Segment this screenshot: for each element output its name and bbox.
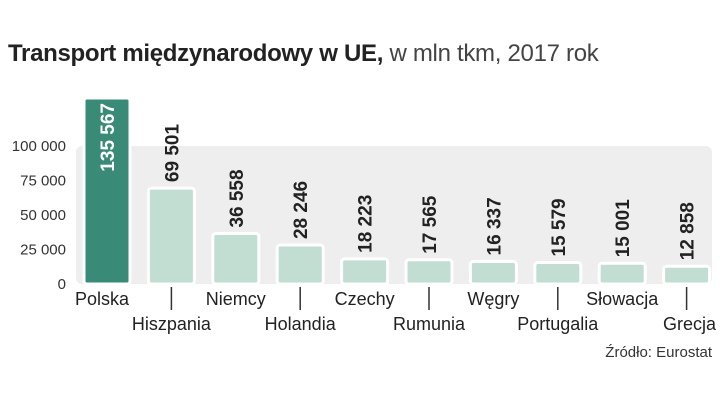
value-label: 28 246: [291, 181, 312, 239]
source-note: Źródło: Eurostat: [605, 344, 712, 361]
bar-grecja: [662, 264, 712, 286]
bar-niemcy: [211, 232, 261, 286]
value-label: 36 558: [227, 169, 248, 227]
value-label: 15 579: [549, 198, 570, 256]
y-tick-label: 75 000: [20, 173, 66, 190]
value-label: 18 223: [356, 195, 377, 253]
category-label: Czechy: [335, 289, 395, 309]
category-label: Portugalia: [517, 314, 599, 334]
y-tick-label: 100 000: [12, 138, 66, 155]
value-label: 16 337: [484, 197, 505, 255]
category-label: Hiszpania: [132, 314, 212, 334]
value-label: 15 001: [613, 199, 634, 258]
bar-czechy: [340, 257, 390, 286]
bar-słowacja: [597, 261, 647, 286]
category-label: Grecja: [663, 314, 717, 334]
category-label: Słowacja: [586, 289, 659, 309]
bar-węgry: [468, 259, 518, 286]
chart-title: Transport międzynarodowy w UE, w mln tkm…: [8, 40, 599, 68]
category-label: Polska: [75, 289, 130, 309]
y-tick-label: 50 000: [20, 207, 66, 224]
bar-polska: [82, 96, 132, 286]
bar-holandia: [275, 243, 325, 286]
bar-hiszpania: [146, 186, 196, 286]
value-label: 17 565: [420, 195, 441, 254]
category-label: Niemcy: [206, 289, 266, 309]
chart-subtitle: w mln tkm, 2017 rok: [389, 40, 599, 67]
y-tick-label: 25 000: [20, 242, 66, 259]
y-tick-label: 0: [58, 276, 66, 293]
chart-title-main: Transport międzynarodowy w UE,: [8, 40, 384, 67]
value-label: 135 567: [98, 103, 119, 172]
value-label: 69 501: [162, 124, 183, 183]
category-label: Holandia: [265, 314, 337, 334]
bar-portugalia: [533, 261, 583, 286]
bar-rumunia: [404, 258, 454, 286]
category-label: Rumunia: [393, 314, 466, 334]
value-label: 12 858: [678, 202, 699, 260]
category-label: Węgry: [467, 289, 519, 309]
